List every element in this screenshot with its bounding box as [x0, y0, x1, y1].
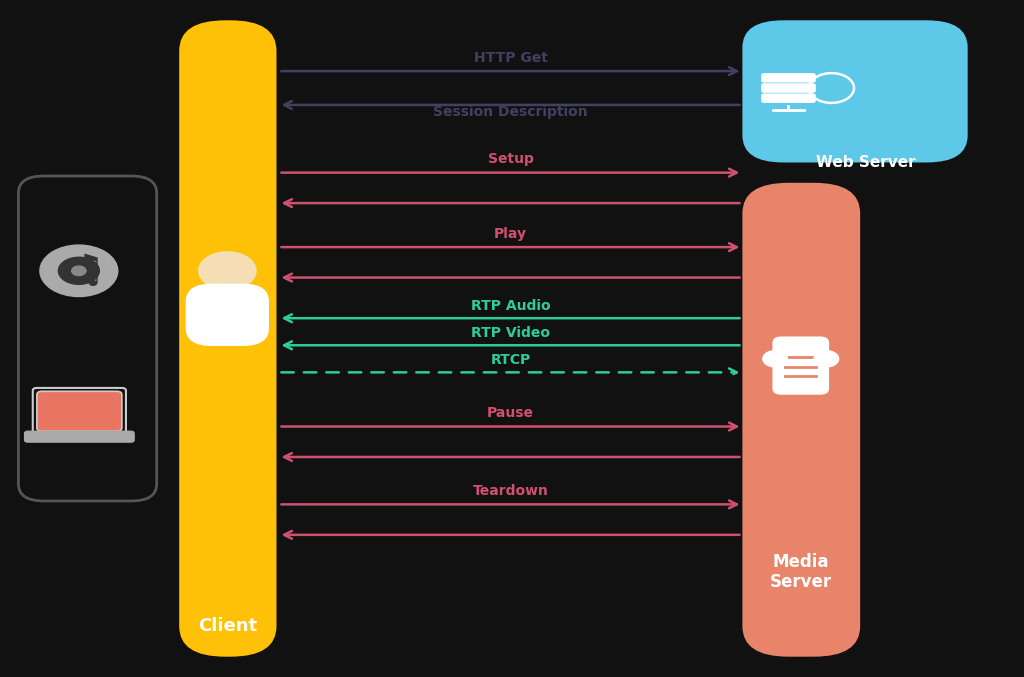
- Text: Client: Client: [198, 617, 257, 635]
- Text: RTP Audio: RTP Audio: [471, 299, 550, 313]
- Text: RTCP: RTCP: [490, 353, 530, 367]
- Text: Setup: Setup: [487, 152, 534, 166]
- FancyBboxPatch shape: [762, 94, 815, 102]
- Text: RTP Video: RTP Video: [471, 326, 550, 340]
- FancyBboxPatch shape: [762, 74, 815, 82]
- FancyBboxPatch shape: [37, 391, 122, 431]
- Text: ♫: ♫: [70, 252, 104, 290]
- Circle shape: [40, 245, 118, 297]
- FancyBboxPatch shape: [179, 20, 276, 657]
- FancyBboxPatch shape: [186, 284, 268, 345]
- FancyBboxPatch shape: [18, 176, 157, 501]
- FancyBboxPatch shape: [25, 431, 134, 442]
- Text: Session Description: Session Description: [433, 105, 588, 118]
- FancyBboxPatch shape: [742, 183, 860, 657]
- Circle shape: [199, 252, 256, 290]
- Text: Media
Server: Media Server: [770, 552, 831, 592]
- Circle shape: [72, 266, 86, 276]
- Text: Teardown: Teardown: [472, 484, 549, 498]
- Circle shape: [814, 351, 839, 367]
- Text: Web Server: Web Server: [816, 155, 916, 170]
- Circle shape: [58, 257, 99, 284]
- FancyBboxPatch shape: [773, 337, 828, 394]
- Text: HTTP Get: HTTP Get: [473, 51, 548, 64]
- Text: Pause: Pause: [487, 406, 534, 420]
- Circle shape: [763, 351, 787, 367]
- FancyBboxPatch shape: [762, 84, 815, 92]
- Text: Play: Play: [494, 227, 527, 240]
- FancyBboxPatch shape: [742, 20, 968, 162]
